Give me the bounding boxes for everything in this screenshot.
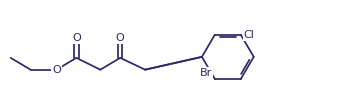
Text: O: O — [72, 33, 81, 43]
Text: O: O — [116, 33, 125, 43]
Text: O: O — [52, 65, 61, 75]
Text: Cl: Cl — [244, 30, 255, 40]
Text: Br: Br — [200, 68, 212, 78]
